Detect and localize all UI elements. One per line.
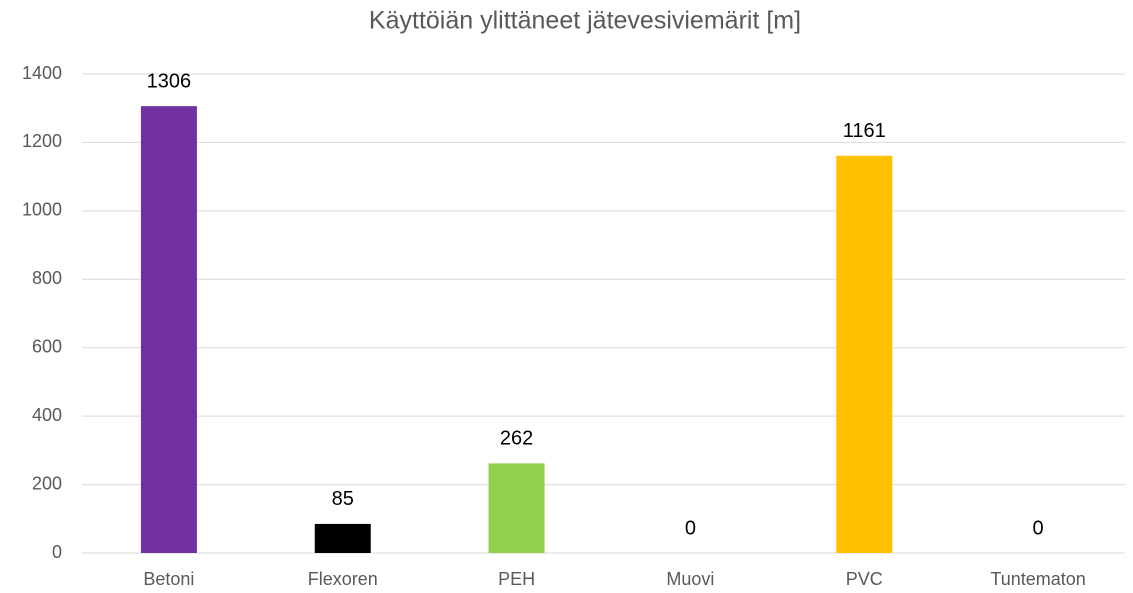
data-label: 0 [685,517,696,539]
chart-title: Käyttöiän ylittäneet jätevesiviemärit [m… [369,7,801,35]
x-tick-label: Flexoren [308,569,378,589]
x-tick-label: Betoni [143,569,194,589]
y-tick-label: 1200 [22,131,62,151]
data-label: 1306 [147,70,192,92]
y-tick-label: 600 [32,336,62,356]
y-tick-label: 1400 [22,63,62,83]
y-tick-label: 200 [32,473,62,493]
x-tick-label: PVC [846,569,883,589]
bar [488,463,545,553]
data-label: 1161 [843,120,886,142]
bar [314,523,371,553]
y-tick-label: 1000 [22,200,62,220]
x-tick-label: Tuntematon [990,569,1085,589]
bar [836,155,893,553]
x-tick-label: PEH [498,569,535,589]
x-tick-label: Muovi [666,569,714,589]
y-tick-label: 400 [32,405,62,425]
y-tick-label: 800 [32,268,62,288]
data-label: 85 [332,488,354,510]
y-tick-label: 0 [52,542,62,562]
data-label: 0 [1033,517,1044,539]
bar [140,106,197,553]
data-label: 262 [500,428,533,450]
